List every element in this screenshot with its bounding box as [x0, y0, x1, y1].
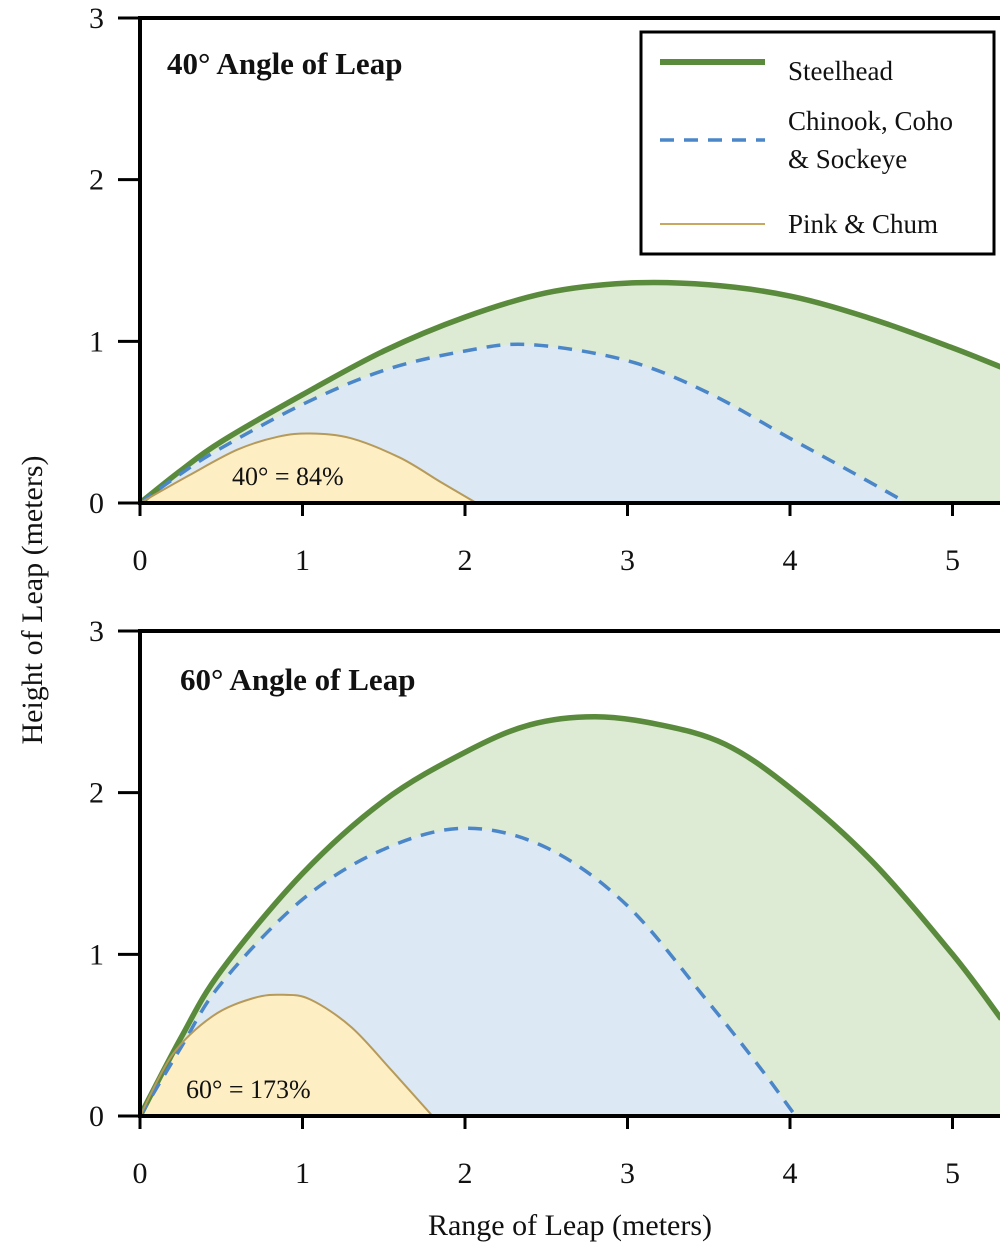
- y-axis-title: Height of Leap (meters): [16, 455, 49, 744]
- x-tick-label: 5: [945, 544, 960, 577]
- y-tick-label: 0: [89, 487, 104, 520]
- x-axis: 0 1 2 3 4 5: [133, 503, 960, 577]
- y-tick-label: 1: [89, 938, 104, 971]
- y-tick-label: 2: [89, 777, 104, 810]
- series-line-steelhead: [140, 279, 1000, 503]
- legend: Steelhead Chinook, Coho & Sockeye Pink &…: [639, 30, 996, 256]
- panel-title: 60° Angle of Leap: [180, 662, 415, 697]
- y-tick-label: 1: [89, 325, 104, 358]
- series-line-pink: [140, 432, 477, 503]
- plot-frame: [138, 16, 1000, 505]
- percent-annotation: 40° = 84%: [232, 462, 344, 491]
- x-tick-label: 0: [133, 544, 148, 577]
- plot-area: [140, 279, 1000, 503]
- panel-title: 40° Angle of Leap: [167, 46, 402, 81]
- x-tick-label: 3: [620, 544, 635, 577]
- y-axis: 0 1 2 3: [89, 615, 140, 1133]
- area-pink: [140, 433, 477, 503]
- legend-label-pink: Pink & Chum: [788, 209, 938, 239]
- y-tick-label: 2: [89, 164, 104, 197]
- series-line-steelhead: [140, 713, 1000, 1116]
- percent-annotation: 60° = 173%: [186, 1075, 311, 1104]
- x-axis: 0 1 2 3 4 5: [133, 1116, 960, 1190]
- y-tick-label: 0: [89, 1100, 104, 1133]
- plot-area: [140, 713, 1000, 1116]
- x-tick-label: 0: [133, 1157, 148, 1190]
- area-pink: [140, 994, 433, 1116]
- x-tick-label: 2: [458, 1157, 473, 1190]
- x-tick-label: 1: [295, 544, 310, 577]
- legend-label-chinook-line1: Chinook, Coho: [788, 106, 953, 136]
- plot-frame: [138, 629, 1000, 1118]
- legend-label-steelhead: Steelhead: [788, 56, 893, 86]
- x-tick-label: 4: [783, 544, 798, 577]
- x-tick-label: 2: [458, 544, 473, 577]
- series-line-pink: [140, 993, 434, 1116]
- legend-box: [639, 30, 996, 256]
- x-tick-label: 4: [783, 1157, 798, 1190]
- y-axis: 0 1 2 3: [89, 2, 140, 520]
- y-tick-label: 3: [89, 2, 104, 35]
- legend-label-chinook: Chinook, Coho & Sockeye: [788, 106, 960, 174]
- legend-label-chinook-line2: & Sockeye: [788, 144, 907, 174]
- series-line-chinook: [140, 342, 908, 503]
- y-tick-label: 3: [89, 615, 104, 648]
- panel-60-degree: 0 1 2 3 4 5 0 1 2 3 60° Angle of Leap 60° = 173%: [89, 615, 1000, 1190]
- x-tick-label: 3: [620, 1157, 635, 1190]
- x-tick-label: 5: [945, 1157, 960, 1190]
- x-axis-title: Range of Leap (meters): [428, 1209, 712, 1242]
- x-tick-label: 1: [295, 1157, 310, 1190]
